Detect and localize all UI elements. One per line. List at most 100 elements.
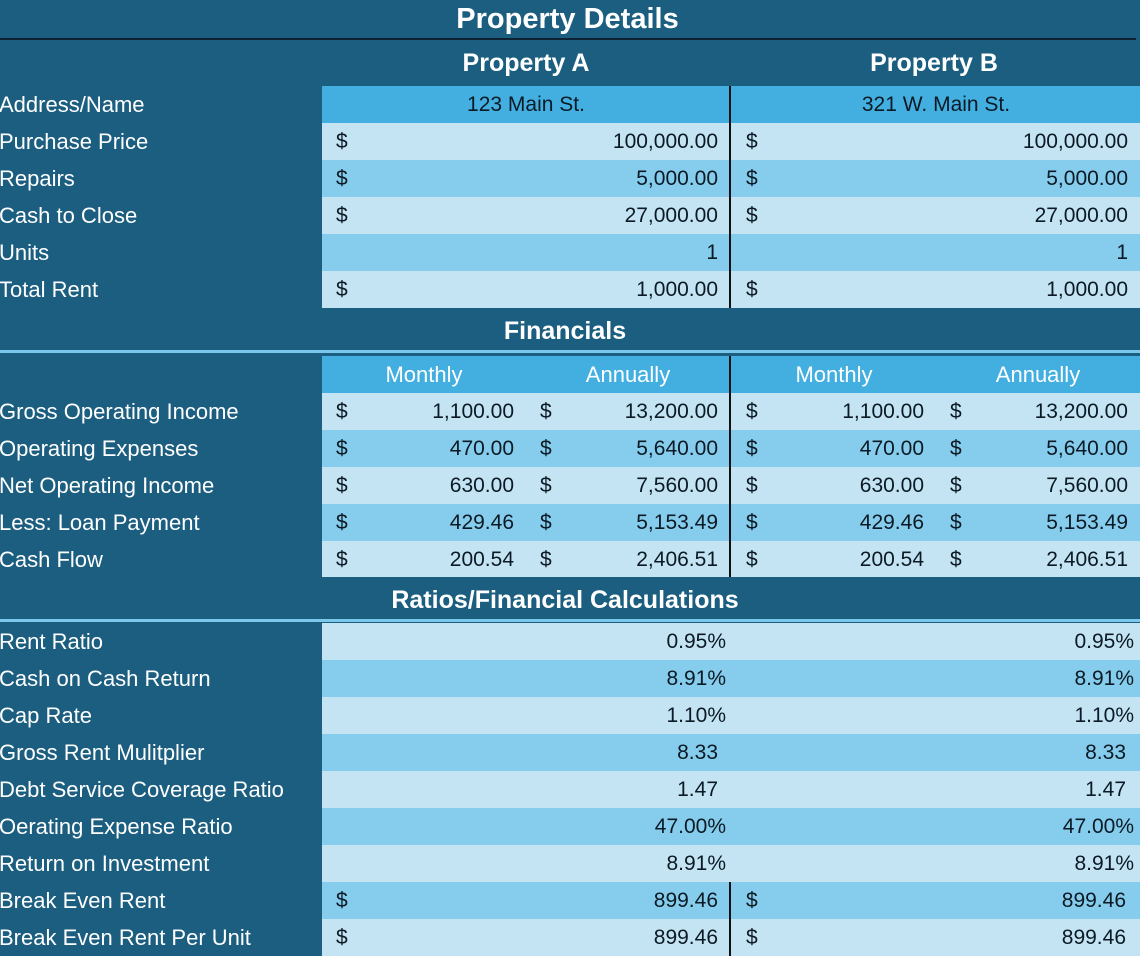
fin-a-annually-currency: $ [540,511,552,534]
detail-row-bg [322,271,1140,308]
detail-row: Purchase Price $100,000.00 $100,000.00 [0,123,1140,160]
fin-a-monthly-value: 1,100.00 [432,400,514,423]
column-divider [729,197,731,234]
fin-a-annually-cell: $13,200.00 [526,393,730,430]
detail-b-cell: $27,000.00 [732,197,1140,234]
ratios-separator [0,619,1140,622]
fin-b-monthly-value: 200.54 [859,548,924,571]
fin-a-monthly-cell: $470.00 [322,430,526,467]
financial-row: Gross Operating Income $1,100.00 $13,200.0… [0,393,1140,430]
detail-a-cell: $27,000.00 [322,197,730,234]
fin-a-annually-value: 5,153.49 [636,511,718,534]
fin-b-monthly-cell: $470.00 [732,430,936,467]
column-divider [729,86,731,123]
fin-b-monthly-currency: $ [746,511,758,534]
ratio-a-value: 8.91% [666,667,726,690]
ratio-b-value: 8.33 [1085,741,1126,764]
ratio-label: Cash on Cash Return [0,660,322,697]
detail-b-value: 1,000.00 [1046,278,1128,301]
fin-a-monthly-currency: $ [336,400,348,423]
fin-a-annually-currency: $ [540,400,552,423]
title-underline [0,38,1136,40]
ratio-a-currency: $ [336,889,348,912]
column-divider [729,271,731,308]
ratio-a-value: 8.33 [677,741,718,764]
fin-b-annually-value: 7,560.00 [1046,474,1128,497]
financial-row: Operating Expenses $470.00 $5,640.00 $470.0… [0,430,1140,467]
fin-a-annually-currency: $ [540,474,552,497]
property-a-header: Property A [462,49,590,77]
ratio-a-cell: 8.91% [322,845,730,882]
ratio-row-bg [322,734,1140,771]
fin-b-annually-cell: $2,406.51 [936,541,1140,578]
financials-separator [0,350,1140,353]
fin-a-annually-currency: $ [540,548,552,571]
ratio-b-value: 1.10% [1074,704,1134,727]
period-header-b-monthly: Monthly [795,362,873,387]
fin-a-monthly-value: 630.00 [449,474,514,497]
ratio-b-cell: 0.95% [732,623,1140,660]
ratio-b-currency: $ [746,889,758,912]
financial-row-bg [322,393,1140,430]
detail-row: Units 1 1 [0,234,1140,271]
ratio-label: Oerating Expense Ratio [0,808,322,845]
fin-a-annually-value: 7,560.00 [636,474,718,497]
detail-a-value: 100,000.00 [612,130,718,153]
detail-row-bg [322,197,1140,234]
detail-a-cell: 1 [322,234,730,271]
column-divider [729,393,731,430]
ratio-a-currency: $ [336,926,348,949]
fin-b-annually-currency: $ [950,474,962,497]
ratio-row-bg [322,808,1140,845]
fin-a-monthly-cell: $1,100.00 [322,393,526,430]
ratio-row-bg [322,623,1140,660]
fin-b-annually-cell: $5,640.00 [936,430,1140,467]
detail-a-value: 27,000.00 [624,204,718,227]
ratios-title: Ratios/Financial Calculations [391,586,739,614]
ratio-a-value: 899.46 [653,926,718,949]
ratio-row-bg [322,697,1140,734]
ratio-label: Rent Ratio [0,623,322,660]
column-divider [729,160,731,197]
period-header-a-monthly: Monthly [385,362,463,387]
period-header-b-annually: Annually [995,362,1081,387]
period-header-row: Monthly Annually Monthly Annually [0,356,1140,393]
detail-label: Purchase Price [0,123,322,160]
detail-a-currency: $ [336,130,348,153]
fin-a-monthly-cell: $630.00 [322,467,526,504]
ratio-b-value: 0.95% [1074,630,1134,653]
ratio-row: Cash on Cash Return 8.91% 8.91% [0,660,1140,697]
ratio-a-value: 1.10% [666,704,726,727]
fin-a-monthly-currency: $ [336,511,348,534]
ratio-label: Gross Rent Mulitplier [0,734,322,771]
ratio-a-cell: 0.95% [322,623,730,660]
ratio-row: Gross Rent Mulitplier 8.33 8.33 [0,734,1140,771]
financial-row-bg [322,430,1140,467]
fin-a-monthly-cell: $200.54 [322,541,526,578]
column-divider [729,467,731,504]
fin-a-monthly-cell: $429.46 [322,504,526,541]
fin-b-monthly-currency: $ [746,474,758,497]
detail-row-bg [322,234,1140,271]
column-divider [729,504,731,541]
ratio-row: Break Even Rent $899.46 $899.46 [0,882,1140,919]
ratio-b-cell: 8.33 [732,734,1140,771]
fin-b-annually-cell: $13,200.00 [936,393,1140,430]
fin-b-monthly-currency: $ [746,548,758,571]
ratio-row: Oerating Expense Ratio 47.00% 47.00% [0,808,1140,845]
detail-row-bg [322,160,1140,197]
page-title: Property Details [456,3,679,35]
detail-row-bg [322,123,1140,160]
ratio-row-bg [322,919,1140,956]
fin-b-monthly-currency: $ [746,437,758,460]
ratio-label: Break Even Rent Per Unit [0,919,322,956]
ratio-b-currency: $ [746,926,758,949]
detail-a-value: 1 [706,241,718,264]
ratio-b-cell: $899.46 [732,882,1140,919]
ratio-row-bg [322,771,1140,808]
fin-a-annually-cell: $5,153.49 [526,504,730,541]
detail-row: Repairs $5,000.00 $5,000.00 [0,160,1140,197]
ratio-a-cell: 8.91% [322,660,730,697]
ratio-b-cell: 8.91% [732,660,1140,697]
property-b-header: Property B [870,49,998,77]
